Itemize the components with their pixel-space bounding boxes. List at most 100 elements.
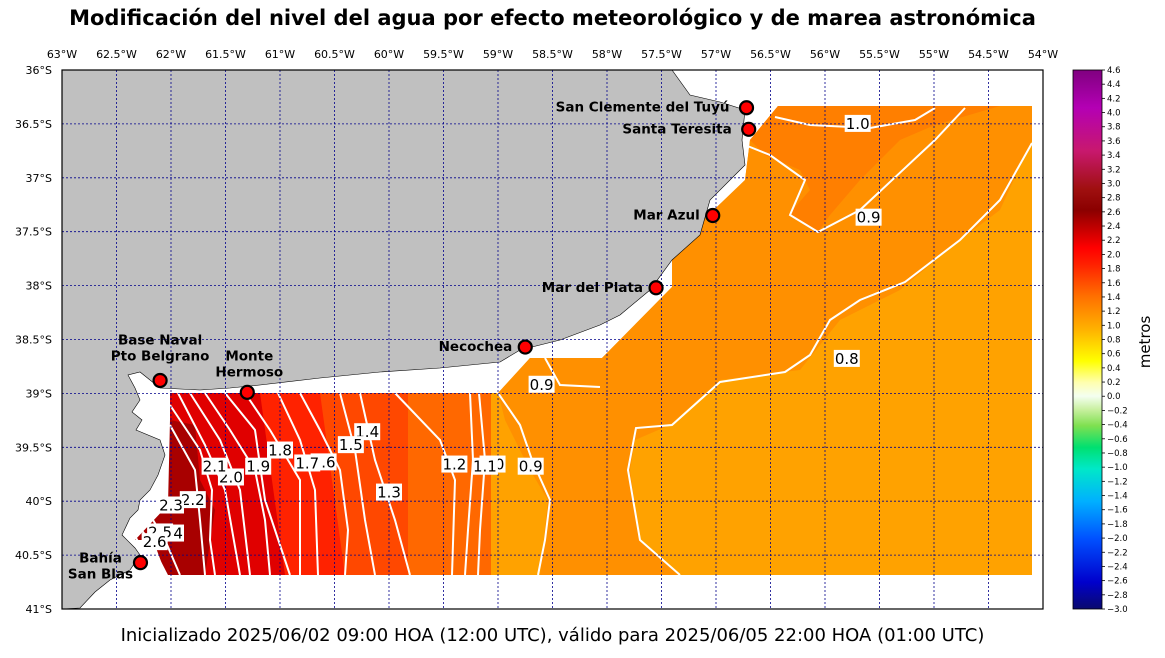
latitude-tick-label: 39.5°S xyxy=(15,441,52,454)
contour-label-text: 1.2 xyxy=(442,456,466,474)
station-marker[interactable] xyxy=(132,555,149,571)
contour-label-text: 0.9 xyxy=(519,458,543,476)
contour-label-bg xyxy=(855,208,882,226)
field-band-1-0 xyxy=(750,106,1000,232)
station-label: Bahía San Blas xyxy=(68,551,133,583)
latitude-tick-label: 40.5°S xyxy=(15,549,52,562)
contour-label-text: 2.3 xyxy=(159,497,183,515)
colorbar-tick-label: −2.8 xyxy=(1107,591,1128,601)
latitude-tick-label: 37°S xyxy=(26,172,52,185)
contour-label-text: 2.1 xyxy=(203,458,227,476)
colorbar-tick-label: 2.8 xyxy=(1107,194,1121,204)
contour-label: 1.7 xyxy=(294,454,321,472)
station-marker[interactable] xyxy=(517,339,533,355)
colorbar-tick-label: 1.0 xyxy=(1107,321,1121,331)
contour-label-bg xyxy=(471,457,498,475)
contour-label-bg xyxy=(267,441,293,459)
latitude-tick-label: 38.5°S xyxy=(15,334,52,347)
colorbar-tick-label: −0.8 xyxy=(1107,449,1128,459)
map-frame xyxy=(61,69,1044,610)
colorbar-tick-label: 3.6 xyxy=(1107,137,1121,147)
longitude-ticks: 63°W 62.5°W 62°W 61.5°W 61°W 60.5°W 60°W 59.5°W… xyxy=(47,48,1058,61)
colorbar-tick-label: −1.8 xyxy=(1107,520,1128,530)
longitude-tick-label: 57.5°W xyxy=(641,48,682,61)
latitude-tick-label: 36°S xyxy=(26,64,52,77)
contour-label: 0.9 xyxy=(855,208,882,227)
contour-label-bg xyxy=(376,483,402,501)
colorbar-tick-label: −2.2 xyxy=(1107,548,1128,558)
contour-label: 0.9 xyxy=(528,375,555,394)
station[interactable]: Santa Teresita xyxy=(622,121,757,137)
colorbar-tick-label: −3.0 xyxy=(1107,605,1128,615)
contour-label-bg xyxy=(517,457,544,475)
longitude-tick-label: 57°W xyxy=(701,48,731,61)
station[interactable]: Necochea xyxy=(439,339,533,355)
contour-label-text: 2.2 xyxy=(181,491,205,509)
station-marker[interactable] xyxy=(738,100,755,116)
contour-label-bg xyxy=(354,423,381,441)
latitude-tick-label: 37.5°S xyxy=(15,226,52,239)
station[interactable]: Mar Azul xyxy=(633,207,721,224)
colorbar-tick-label: 0.0 xyxy=(1107,392,1121,402)
station[interactable]: San Clemente del Tuyú xyxy=(556,100,755,116)
colorbar-tick-label: −1.2 xyxy=(1107,477,1128,487)
contour-label-text: 1.5 xyxy=(339,436,363,454)
latitude-tick-label: 38°S xyxy=(26,280,52,293)
station[interactable]: Mar del Plata xyxy=(542,280,664,296)
latitude-tick-label: 40°S xyxy=(26,495,52,508)
contour-label-bg xyxy=(833,349,860,367)
contour-label: 2.3 xyxy=(158,496,184,515)
colorbar-tick-label: 1.8 xyxy=(1107,265,1121,275)
colorbar-tick-label: −1.6 xyxy=(1107,506,1128,516)
colorbar-tick-label: −2.4 xyxy=(1107,562,1128,572)
contour-line xyxy=(169,404,216,576)
contour-label: 1.8 xyxy=(267,441,293,460)
station-marker[interactable] xyxy=(705,207,721,224)
contour-label-bg xyxy=(201,457,228,475)
colorbar xyxy=(1072,69,1103,610)
latitude-tick-label: 41°S xyxy=(26,603,52,616)
contour-label-text: 2.6 xyxy=(143,533,167,551)
graticule xyxy=(62,70,1043,609)
contour-line xyxy=(626,142,1033,576)
colorbar-tick-label: −2.0 xyxy=(1107,534,1128,544)
station-label: Necochea xyxy=(439,339,513,355)
contour-label: 1.3 xyxy=(376,483,402,502)
station[interactable]: Bahía San Blas xyxy=(68,551,149,583)
station-label: Base Naval Pto Belgrano xyxy=(111,332,210,364)
longitude-tick-label: 55°W xyxy=(919,48,949,61)
colorbar-tick-label: −0.6 xyxy=(1107,435,1128,445)
longitude-tick-label: 62°W xyxy=(156,48,186,61)
station-marker[interactable] xyxy=(152,372,168,389)
contour-label-bg xyxy=(528,375,555,393)
station-marker[interactable] xyxy=(239,384,255,400)
longitude-tick-label: 62.5°W xyxy=(96,48,137,61)
colorbar-tick-label: 2.2 xyxy=(1107,236,1121,246)
latitude-tick-label: 39°S xyxy=(26,387,52,400)
colorbar-tick-label: −1.4 xyxy=(1107,492,1128,502)
station[interactable]: Monte Hermoso xyxy=(215,348,283,400)
contour-label-bg xyxy=(441,455,468,473)
contour-line xyxy=(544,357,601,388)
station[interactable]: Base Naval Pto Belgrano xyxy=(111,332,210,389)
colorbar-tick-label: 4.4 xyxy=(1107,80,1121,90)
contour-label: 2.1 xyxy=(201,457,228,476)
contour-label-text: 0.8 xyxy=(835,350,859,368)
contour-label-text: 1.0 xyxy=(846,115,870,133)
contour-label-text: 1.9 xyxy=(246,458,270,476)
colorbar-tick-label: 0.4 xyxy=(1107,364,1121,374)
colorbar-tick-label: −2.6 xyxy=(1107,577,1128,587)
colorbar-tick-label: 1.4 xyxy=(1107,293,1121,303)
field-band-0-9 xyxy=(498,106,1032,575)
station-marker[interactable] xyxy=(741,121,757,137)
colorbar-tick-label: 1.6 xyxy=(1107,279,1121,289)
contour-label: 1.0 xyxy=(844,115,871,133)
contour-label-text: 1.8 xyxy=(268,442,292,460)
colorbar-label: metros xyxy=(1136,316,1154,369)
contour-label: 0.9 xyxy=(517,457,544,476)
colorbar-tick-label: 4.2 xyxy=(1107,94,1121,104)
contour-label-text: 1.7 xyxy=(295,454,319,472)
contour-label: 2.2 xyxy=(179,491,206,509)
station-marker[interactable] xyxy=(648,280,664,296)
colorbar-tick-label: 0.8 xyxy=(1107,336,1121,346)
